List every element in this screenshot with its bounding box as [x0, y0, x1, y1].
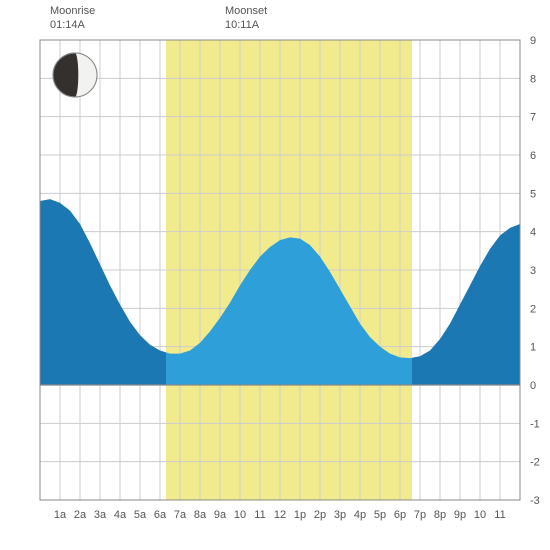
x-tick-label: 5p [374, 509, 386, 521]
moon-phase-icon [53, 53, 97, 97]
y-tick-label: 3 [530, 265, 536, 277]
x-tick-label: 1a [54, 509, 67, 521]
moonrise-block: Moonrise 01:14A [50, 4, 95, 33]
y-tick-label: 8 [530, 73, 536, 85]
tide-chart: Moonrise 01:14A Moonset 10:11A -3-2-1012… [0, 0, 550, 550]
x-tick-label: 6p [394, 509, 406, 521]
y-tick-label: 5 [530, 188, 536, 200]
moonset-label: Moonset [225, 5, 267, 17]
y-tick-label: -1 [530, 418, 540, 430]
x-tick-label: 9a [214, 509, 227, 521]
x-tick-label: 5a [134, 509, 147, 521]
x-tick-label: 7p [414, 509, 426, 521]
x-tick-label: 10 [474, 509, 486, 521]
x-tick-label: 10 [234, 509, 246, 521]
x-tick-label: 2a [74, 509, 87, 521]
y-tick-label: 7 [530, 112, 536, 124]
x-tick-label: 11 [494, 509, 505, 521]
x-tick-label: 4p [354, 509, 366, 521]
moonset-block: Moonset 10:11A [225, 4, 267, 33]
moonrise-time: 01:14A [50, 19, 85, 31]
moonset-time: 10:11A [225, 19, 259, 31]
x-tick-label: 6a [154, 509, 167, 521]
x-tick-label: 3p [334, 509, 346, 521]
x-tick-label: 3a [94, 509, 107, 521]
x-tick-label: 4a [114, 509, 127, 521]
x-tick-label: 9p [454, 509, 466, 521]
y-tick-label: 1 [530, 342, 536, 354]
y-tick-label: 2 [530, 303, 536, 315]
x-tick-label: 12 [274, 509, 286, 521]
y-tick-label: 9 [530, 35, 536, 47]
y-tick-label: -2 [530, 457, 540, 469]
chart-svg: -3-2-101234567891a2a3a4a5a6a7a8a9a101112… [0, 0, 550, 550]
y-tick-label: 0 [530, 380, 536, 392]
x-tick-label: 8p [434, 509, 446, 521]
x-tick-label: 11 [254, 509, 265, 521]
moonrise-label: Moonrise [50, 5, 95, 17]
y-tick-label: -3 [530, 495, 540, 507]
x-tick-label: 8a [194, 509, 207, 521]
x-tick-label: 1p [294, 509, 306, 521]
x-tick-label: 7a [174, 509, 187, 521]
x-tick-label: 2p [314, 509, 326, 521]
y-tick-label: 4 [530, 227, 536, 239]
y-tick-label: 6 [530, 150, 536, 162]
